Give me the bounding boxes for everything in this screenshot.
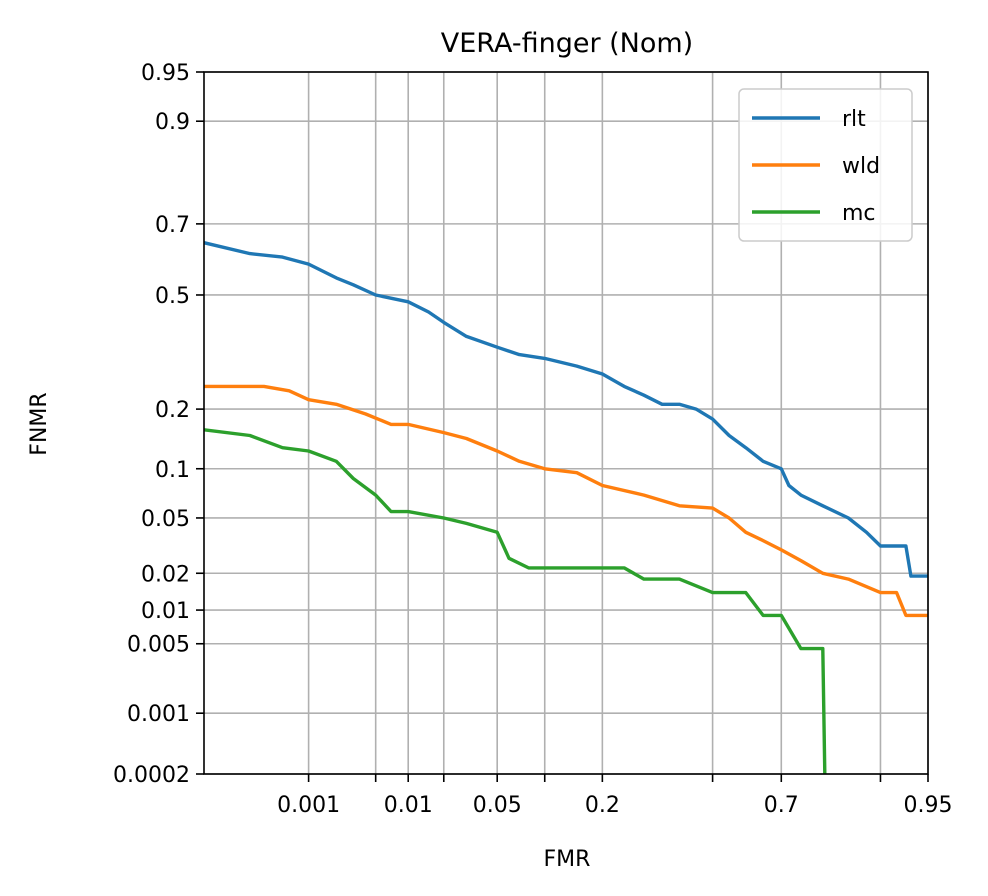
legend-label-wld: wld	[842, 154, 880, 179]
y-tick-label: 0.001	[127, 702, 190, 727]
x-tick-label: 0.2	[585, 793, 620, 818]
x-tick-label: 0.95	[904, 793, 953, 818]
legend-box	[738, 88, 913, 242]
legend: rlt wld mc	[738, 88, 913, 242]
x-axis-label: FMR	[544, 847, 591, 872]
y-axis-ticks: 0.0002 0.001 0.005 0.01 0.02 0.05 0.1 0.2 0.5 0.7…	[113, 61, 204, 788]
y-tick-label: 0.1	[155, 458, 190, 483]
legend-label-mc: mc	[842, 201, 876, 226]
series-line-rlt	[204, 241, 928, 578]
x-axis-ticks: 0.001 0.01 0.05 0.2 0.7 0.95	[277, 774, 952, 818]
series-line-mc	[204, 428, 827, 774]
x-tick-label: 0.7	[764, 793, 799, 818]
plot-frame	[203, 71, 929, 775]
y-tick-label: 0.01	[141, 599, 190, 624]
x-tick-label: 0.01	[384, 793, 433, 818]
grid-lines	[204, 71, 929, 775]
y-tick-label: 0.005	[127, 633, 190, 658]
x-tick-label: 0.001	[277, 793, 340, 818]
legend-label-rlt: rlt	[842, 107, 866, 132]
chart-title: VERA-finger (Nom)	[441, 28, 693, 59]
y-tick-label: 0.0002	[113, 763, 190, 788]
y-tick-label: 0.9	[155, 110, 190, 135]
y-tick-label: 0.95	[141, 61, 190, 86]
y-tick-label: 0.05	[141, 507, 190, 532]
x-tick-label: 0.05	[473, 793, 522, 818]
y-axis-label: FNMR	[27, 392, 52, 455]
series-line-wld	[204, 384, 928, 618]
y-tick-label: 0.5	[155, 284, 190, 309]
series-lines	[204, 241, 928, 774]
y-tick-label: 0.2	[155, 398, 190, 423]
y-tick-label: 0.02	[141, 562, 190, 587]
y-tick-label: 0.7	[155, 213, 190, 238]
